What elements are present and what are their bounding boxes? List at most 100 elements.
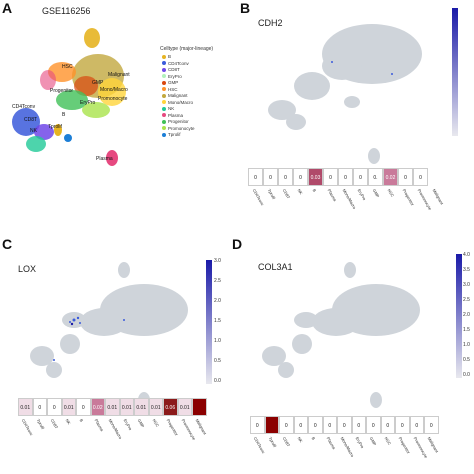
- legend-swatch: [162, 126, 166, 131]
- legend-label: GMP: [168, 80, 179, 85]
- legend-item: Tprolif: [162, 132, 181, 137]
- legend-label: CD4Tconv: [168, 60, 189, 66]
- legend-swatch: [162, 87, 166, 92]
- legend-item: Progenitor: [162, 119, 189, 124]
- legend-swatch: [162, 119, 166, 124]
- legend-item: NK: [162, 106, 174, 111]
- heatmap-col-label: Progenitor: [165, 418, 180, 437]
- legend-swatch: [162, 61, 166, 66]
- legend-item: Mono/Macro: [162, 100, 193, 105]
- heatmap-col-label: Progenitor: [397, 436, 412, 455]
- panel-d-umap: [262, 262, 420, 408]
- legend-item: Plasma: [162, 113, 183, 118]
- legend-swatch: [162, 93, 166, 98]
- heatmap-col-label: Promonocyte: [180, 418, 197, 441]
- heatmap-col-label: Tprolif: [267, 436, 278, 449]
- legend-swatch: [162, 100, 166, 105]
- heatmap-col-label: Promonocyte: [412, 436, 429, 459]
- heatmap-cell: 0: [380, 416, 395, 434]
- heatmap-cell: 0: [47, 398, 62, 416]
- heatmap-col-label: NK: [296, 188, 304, 196]
- colorbar-tick: 2.0: [463, 312, 470, 318]
- heatmap-col-label: Malignant: [426, 436, 440, 454]
- legend-label: Malignant: [168, 93, 188, 98]
- heatmap-cell: 0.01: [18, 398, 33, 416]
- legend-label: B: [168, 54, 172, 59]
- panel-a-umap: HSC Malignant GMP Progenitor Mono/Macro …: [12, 28, 130, 166]
- heatmap-col-label: EryPro: [356, 188, 367, 202]
- legend-item: HSC: [162, 87, 178, 92]
- legend-label: Tprolif: [168, 132, 181, 137]
- heatmap-col-label: HSC: [383, 436, 392, 446]
- heatmap-cell: 0.01: [177, 398, 192, 416]
- cluster-label-tprolif: Tprolif: [48, 124, 63, 130]
- heatmap-cell: [264, 416, 279, 434]
- heatmap-cell: 0: [338, 168, 353, 186]
- heatmap-cell: 0: [424, 416, 439, 434]
- heatmap-col-label: CD8T: [281, 188, 291, 200]
- colorbar-tick: 0.5: [214, 358, 221, 364]
- legend-label: EryPro: [168, 73, 182, 79]
- legend-label: Promonocyte: [168, 125, 195, 131]
- heatmap-col-label: Malignant: [194, 418, 208, 436]
- heatmap-cell: 0: [250, 416, 265, 434]
- legend-swatch: [162, 80, 166, 85]
- colorbar-tick: 0.5: [463, 357, 470, 363]
- heatmap-col-label: CD8T: [281, 436, 292, 448]
- colorbar-tick: 0.0: [214, 378, 221, 384]
- colorbar-tick: 1.0: [463, 342, 470, 348]
- heatmap-col-label: CD4Tconv: [251, 188, 265, 207]
- legend-label: Progenitor: [168, 119, 189, 124]
- colorbar-tick: 2.5: [214, 278, 221, 284]
- heatmap-col-label: Promonocyte: [416, 188, 433, 211]
- colorbar-tick: 4.0: [463, 252, 470, 258]
- legend-swatch: [162, 132, 166, 137]
- heatmap-cell: 0: [351, 416, 366, 434]
- panel-b-gene: CDH2: [258, 18, 283, 28]
- heatmap-cell: 0.01: [105, 398, 120, 416]
- heatmap-cell: 0: [263, 168, 278, 186]
- heatmap-col-label: CD4Tconv: [20, 418, 35, 437]
- panel-a-label: A: [2, 0, 13, 16]
- heatmap-cell: 0: [395, 416, 410, 434]
- cluster-label-gmp: GMP: [92, 80, 104, 86]
- legend-item: B: [162, 54, 171, 59]
- heatmap-cell: 0: [413, 168, 428, 186]
- cluster-label-cd4tconv: CD4Tconv: [12, 104, 36, 110]
- panel-d-colorbar: [456, 254, 462, 378]
- cluster-label-nk: NK: [30, 128, 38, 134]
- legend-swatch: [162, 54, 166, 59]
- heatmap-col-label: EryPro: [354, 436, 365, 450]
- heatmap-col-label: Malignant: [431, 188, 445, 206]
- panel-c-gene: LOX: [18, 264, 37, 274]
- heatmap-col-label: Mono/Macro: [339, 436, 356, 458]
- cluster-label-erypro: EryPro: [80, 100, 96, 106]
- heatmap-col-label: Mono/Macro: [107, 418, 124, 440]
- colorbar-tick: 3.0: [463, 282, 470, 288]
- heatmap-cell: 0: [32, 398, 47, 416]
- legend-swatch: [162, 67, 166, 72]
- legend-item: Promonocyte: [162, 126, 195, 131]
- heatmap-cell: 0: [308, 416, 323, 434]
- heatmap-col-label: B: [78, 418, 85, 423]
- legend-swatch: [162, 113, 166, 118]
- legend-label: Plasma: [168, 112, 184, 118]
- legend-label: CD8T: [168, 67, 180, 72]
- colorbar-tick: 0.0: [463, 372, 470, 378]
- cluster-label-mono: Mono/Macro: [100, 87, 128, 93]
- colorbar-tick: 1.5: [463, 327, 470, 333]
- heatmap-col-label: NK: [296, 436, 304, 444]
- heatmap-cell: 0: [293, 168, 308, 186]
- cluster-label-b: B: [62, 112, 66, 118]
- legend-item: CD8T: [162, 67, 180, 72]
- panel-b-colorbar: [452, 8, 458, 136]
- panel-d-label: D: [232, 236, 243, 252]
- legend-label: NK: [168, 106, 175, 111]
- heatmap-col-label: Plasma: [325, 436, 337, 451]
- heatmap-col-label: B: [310, 436, 317, 441]
- cluster-label-malignant: Malignant: [108, 72, 130, 78]
- legend-item: EryPro: [162, 74, 182, 79]
- colorbar-tick: 1.5: [214, 318, 221, 324]
- heatmap-col-label: B: [311, 188, 317, 193]
- heatmap-cell: 0: [279, 416, 294, 434]
